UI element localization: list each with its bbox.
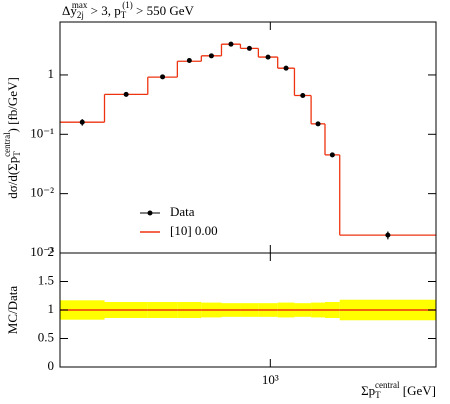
title: Δy2jmax > 3, pT(1) > 550 GeV [62,0,194,20]
data-point [300,93,306,99]
data-point [283,65,289,71]
y-tick-label: 10⁻¹ [30,125,54,140]
ratio-axis-label: MC/Data [5,286,20,335]
data-point [79,119,85,125]
ratio-y-tick-label: 1.5 [38,272,54,287]
y-axis-label: dσ/d(ΣpTcentral) [fb/GeV] [2,77,22,199]
legend-data-marker [147,210,153,216]
data-point [246,45,252,51]
data-point [208,53,214,59]
ratio-y-tick-label: 1 [48,301,55,316]
data-point [329,152,335,158]
ratio-y-tick-label: 2 [48,244,55,259]
data-point [315,121,321,127]
x-axis-label: ΣpTcentral [GeV] [361,380,436,400]
data-point [265,54,271,60]
data-point [228,41,234,47]
data-point [160,74,166,80]
main-frame [59,21,437,254]
y-tick-label: 10⁻³ [30,244,54,259]
y-tick-label: 10⁻² [30,185,54,200]
data-point [385,232,391,238]
y-tick-label: 1 [48,66,55,81]
ratio-y-tick-label: 0 [48,358,55,373]
legend-label: [10] 0.00 [170,223,218,238]
ratio-y-tick-label: 0.5 [38,329,54,344]
x-tick-label: 10³ [262,372,279,387]
legend-label: Data [170,204,195,219]
data-point [123,91,129,97]
data-point [186,58,192,64]
